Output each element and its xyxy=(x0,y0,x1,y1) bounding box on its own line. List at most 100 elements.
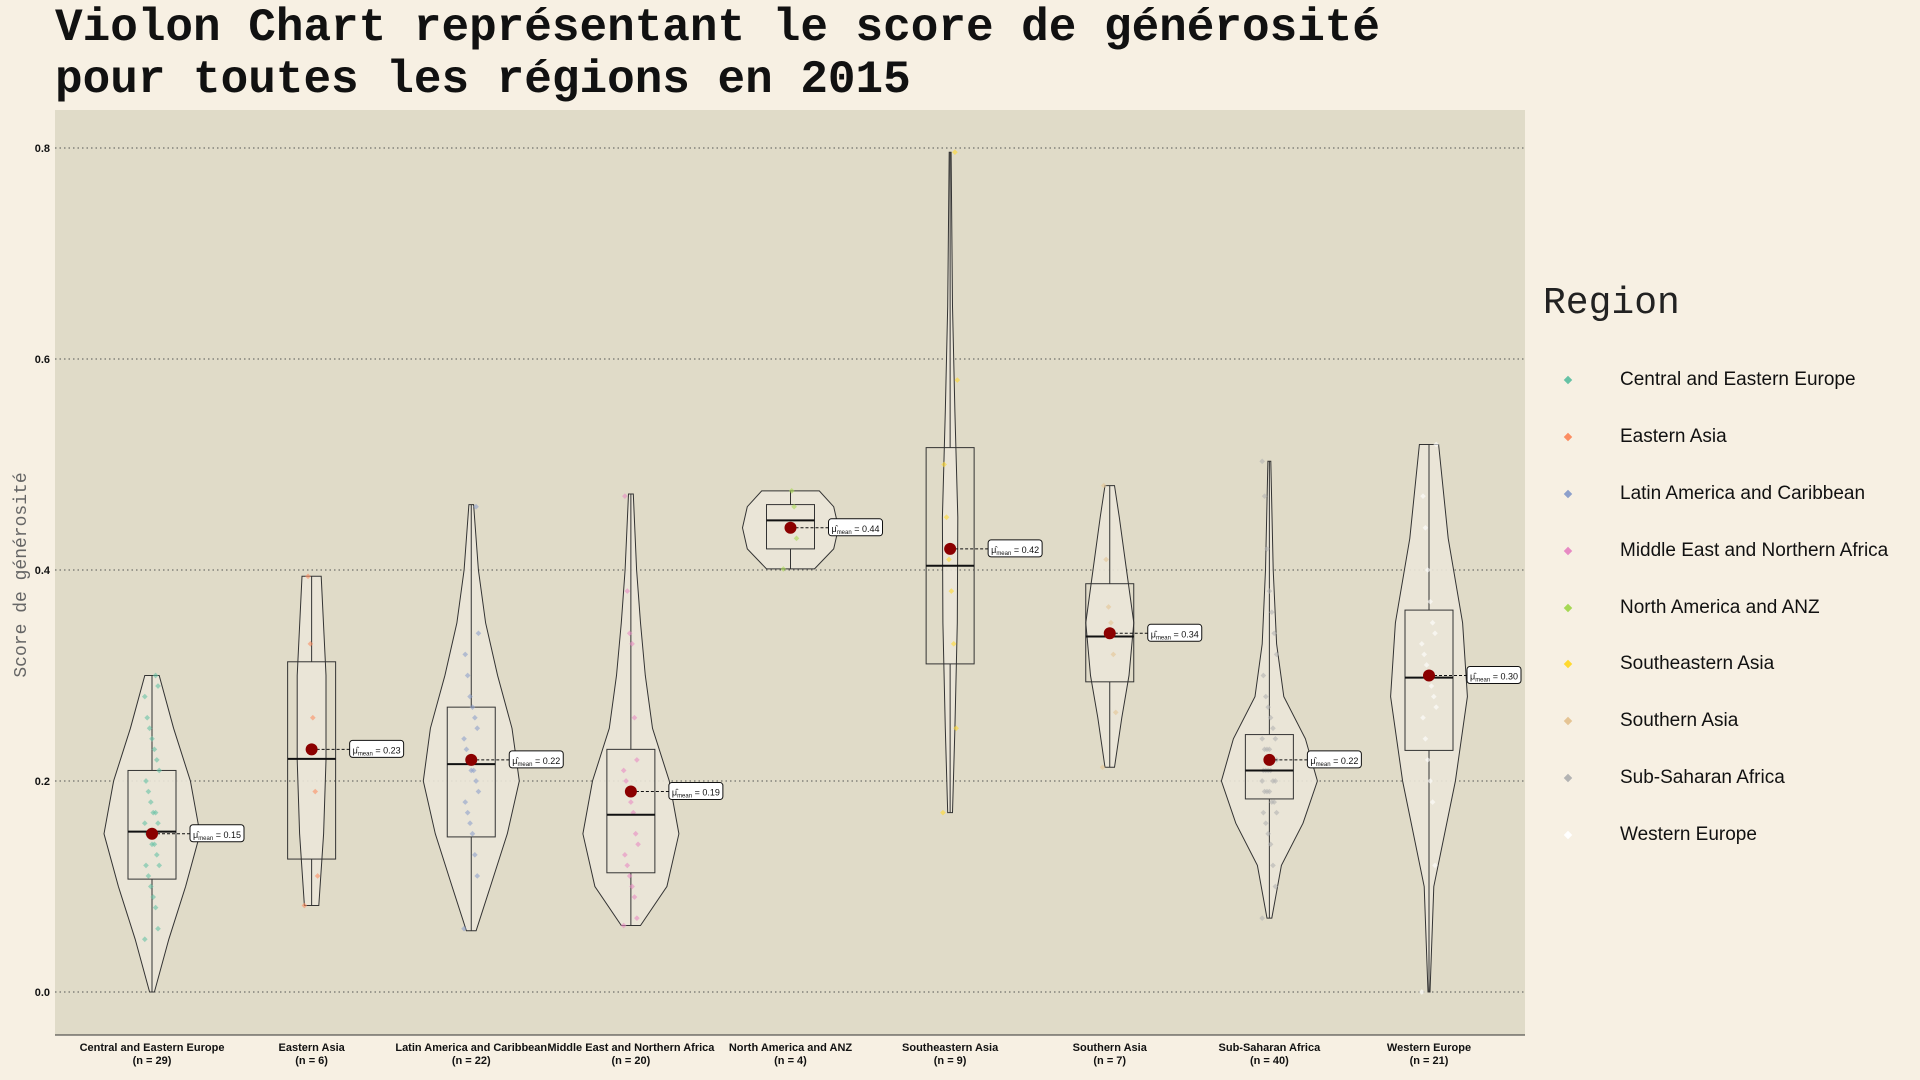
data-point xyxy=(463,746,470,753)
data-point xyxy=(464,672,471,679)
data-point xyxy=(144,714,151,721)
data-point xyxy=(150,894,157,900)
x-tick-count: (n = 6) xyxy=(295,1055,328,1067)
data-point xyxy=(940,809,946,816)
violin-shape xyxy=(1390,444,1468,993)
y-tick-label: 0.6 xyxy=(35,354,50,366)
data-point xyxy=(464,809,471,816)
y-tick-label: 0.8 xyxy=(35,143,50,155)
mean-label-box xyxy=(1147,623,1203,642)
x-tick-count: (n = 20) xyxy=(611,1055,650,1067)
data-point xyxy=(953,725,959,732)
mean-point xyxy=(305,743,318,756)
data-point xyxy=(941,461,947,468)
data-point xyxy=(635,841,641,848)
x-tick-label: Eastern Asia xyxy=(279,1042,346,1054)
legend-label: Latin America and Caribbean xyxy=(1620,482,1866,504)
data-point xyxy=(1105,604,1112,610)
data-point xyxy=(467,693,473,700)
mean-label-box xyxy=(828,518,883,537)
legend-title: Region xyxy=(1543,282,1680,325)
data-point xyxy=(950,641,957,647)
mean-point xyxy=(624,785,637,798)
data-point xyxy=(143,862,149,869)
legend-item: North America and ANZ xyxy=(1560,579,1820,636)
data-point xyxy=(153,757,160,763)
data-point xyxy=(1433,704,1440,710)
mean-point xyxy=(784,521,797,534)
data-point xyxy=(301,902,308,909)
data-point xyxy=(1268,799,1275,805)
data-point xyxy=(1420,714,1426,721)
data-point xyxy=(472,852,478,858)
mean-point xyxy=(465,753,478,766)
data-point xyxy=(151,746,158,753)
x-tick-label: Southern Asia xyxy=(1073,1042,1148,1054)
x-tick-count: (n = 21) xyxy=(1410,1055,1449,1067)
data-point xyxy=(309,714,316,721)
data-point xyxy=(791,503,797,510)
data-point xyxy=(1261,788,1268,795)
legend-swatch xyxy=(1563,546,1573,556)
data-point xyxy=(1103,556,1109,563)
data-point xyxy=(1427,778,1434,784)
data-point xyxy=(1262,693,1269,700)
data-point xyxy=(141,936,148,943)
data-point xyxy=(1260,672,1267,679)
legend-swatch xyxy=(1563,660,1573,669)
mean-label-box xyxy=(1306,750,1362,769)
data-point xyxy=(1110,651,1117,658)
data-point xyxy=(149,735,155,742)
data-point xyxy=(1261,493,1268,499)
mean-label-box xyxy=(1466,666,1522,684)
mean-point xyxy=(1423,669,1435,682)
data-point xyxy=(474,873,481,879)
data-point xyxy=(1271,630,1278,637)
x-tick-label: Sub-Saharan Africa xyxy=(1219,1042,1322,1054)
data-point xyxy=(1266,588,1273,594)
legend-item: Latin America and Caribbean xyxy=(1560,466,1865,523)
data-point xyxy=(152,672,159,679)
data-point xyxy=(307,641,314,647)
data-point xyxy=(155,925,161,932)
data-point xyxy=(149,841,155,848)
x-tick-label: North America and ANZ xyxy=(729,1042,853,1054)
data-point xyxy=(1429,619,1436,626)
legend-label: Southeastern Asia xyxy=(1620,653,1775,675)
data-point xyxy=(155,683,161,689)
legend-label: Middle East and Northern Africa xyxy=(1620,539,1889,561)
chart-title: Violon Chart représentant le score de gé… xyxy=(55,2,1381,106)
legend-swatch xyxy=(1563,376,1573,385)
data-point xyxy=(468,767,475,774)
data-point xyxy=(1270,862,1276,869)
data-point xyxy=(1272,735,1279,742)
data-point xyxy=(1418,989,1425,995)
data-point xyxy=(1261,746,1268,753)
data-point xyxy=(1428,683,1435,689)
x-tick-count: (n = 4) xyxy=(774,1055,807,1067)
legend-label: Sub-Saharan Africa xyxy=(1620,766,1785,788)
data-point xyxy=(461,735,467,742)
data-point xyxy=(475,630,482,637)
data-point xyxy=(632,830,639,837)
data-point xyxy=(150,809,157,816)
data-point xyxy=(629,641,635,647)
data-point xyxy=(620,767,627,774)
data-point xyxy=(793,535,800,542)
data-point xyxy=(631,894,638,900)
x-tick-count: (n = 29) xyxy=(133,1055,172,1067)
data-point xyxy=(634,915,640,921)
data-point xyxy=(153,852,160,858)
data-point xyxy=(143,778,149,784)
data-point xyxy=(473,778,479,784)
legend-swatch xyxy=(1563,603,1573,612)
data-point xyxy=(1273,651,1280,658)
data-point xyxy=(948,588,955,594)
data-point xyxy=(620,922,627,929)
mean-point xyxy=(146,827,158,840)
data-point xyxy=(156,767,163,774)
data-point xyxy=(461,925,467,932)
mean-point xyxy=(1263,753,1276,766)
data-point xyxy=(141,820,148,827)
